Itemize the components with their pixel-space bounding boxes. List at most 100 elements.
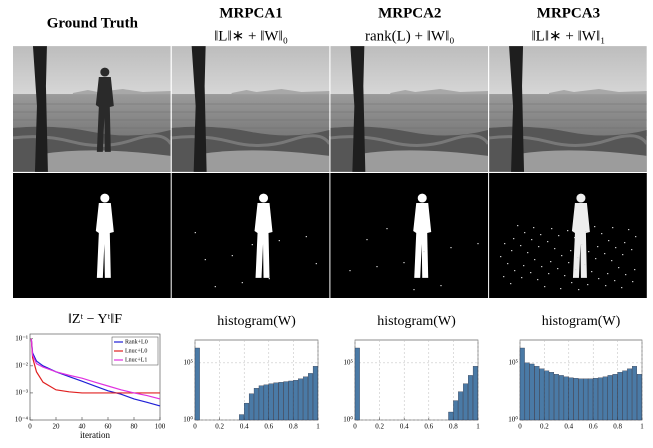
mask-noise <box>625 274 627 276</box>
column-formula: rank(L) + ‖W‖₀ <box>365 28 455 44</box>
x-tick-label: 0.2 <box>540 423 549 431</box>
x-tick-label: 0.4 <box>564 423 573 431</box>
x-tick-label: 0 <box>353 423 357 431</box>
y-tick-label: 10⁻³ <box>15 389 28 397</box>
bar <box>602 376 608 421</box>
bar <box>558 375 564 421</box>
mask-noise <box>423 251 425 253</box>
mask-noise <box>511 250 513 252</box>
mask-noise <box>618 267 620 269</box>
mask-noise <box>584 264 586 266</box>
y-tick-label: 10⁵ <box>509 358 519 366</box>
x-tick-label: 0.4 <box>400 423 409 431</box>
mask-noise <box>533 227 535 229</box>
x-tick-label: 0.6 <box>589 423 598 431</box>
x-tick-label: 20 <box>53 423 61 431</box>
bar <box>539 368 545 421</box>
bar <box>293 380 299 421</box>
mask-noise <box>534 259 536 261</box>
bar <box>303 376 309 421</box>
mask-noise <box>571 282 573 284</box>
x-tick-label: 0 <box>193 423 197 431</box>
mask-noise <box>349 270 351 272</box>
x-tick-label: 80 <box>131 423 139 431</box>
mask-noise <box>554 248 556 250</box>
photo <box>13 46 171 172</box>
mask-noise <box>523 265 525 267</box>
mask-noise <box>514 270 516 272</box>
legend-label: Rank+L0 <box>125 339 148 345</box>
mask-bg <box>13 173 171 298</box>
bar <box>248 393 254 421</box>
plot: histogram(W) 10⁰ 10⁵ 0 0.2 0.4 0.6 0.8 1 <box>183 314 320 430</box>
mask-noise <box>500 256 502 258</box>
mask-noise <box>578 289 580 291</box>
bar <box>458 391 464 421</box>
mask-noise <box>631 249 633 251</box>
mask-noise <box>503 276 505 278</box>
column-formula: ‖L‖∗ + ‖W‖₁ <box>531 28 605 44</box>
column-title: Ground Truth <box>47 15 139 31</box>
mask-noise <box>634 269 636 271</box>
mask-noise <box>628 229 630 231</box>
bar <box>278 382 284 421</box>
bar <box>472 366 478 421</box>
y-tick-label: 10⁻² <box>15 361 28 369</box>
x-tick-label: 0.2 <box>215 423 224 431</box>
mask-noise <box>591 271 593 273</box>
column-title: MRPCA2 <box>378 5 441 21</box>
mask-noise <box>558 235 560 237</box>
y-tick-label: 10⁵ <box>184 358 194 366</box>
bar <box>519 347 525 421</box>
bar <box>468 375 473 421</box>
mask-noise <box>527 252 529 254</box>
bar <box>244 402 249 421</box>
plot-frame <box>29 333 161 421</box>
legend-label: Lnuc+L0 <box>125 348 147 354</box>
mask-noise <box>366 239 368 241</box>
x-tick-label: 0.4 <box>240 423 249 431</box>
bar <box>554 374 559 421</box>
mask-noise <box>513 238 515 240</box>
bar <box>273 382 279 421</box>
mask-noise <box>575 269 577 271</box>
y-tick-label: 10⁰ <box>508 416 518 424</box>
y-tick-label: 10⁻⁴ <box>15 416 29 424</box>
bar <box>563 376 569 421</box>
bar <box>617 372 623 421</box>
mask-noise <box>537 279 539 281</box>
mask-noise <box>621 287 623 289</box>
bar <box>524 362 530 421</box>
mask-noise <box>531 239 533 241</box>
bar <box>573 378 579 421</box>
photo <box>330 46 489 172</box>
plot: histogram(W) 10⁰ 10⁵ 0 0.2 0.4 0.6 0.8 1 <box>343 314 480 430</box>
mask-noise <box>524 232 526 234</box>
mask-bg <box>171 173 330 298</box>
mask-noise <box>315 263 317 265</box>
y-tick-label: 10⁰ <box>183 416 193 424</box>
x-tick-label: 0.2 <box>375 423 384 431</box>
bar <box>636 374 642 421</box>
bar <box>239 414 245 421</box>
mask-noise <box>557 268 559 270</box>
x-tick-label: 60 <box>105 423 113 431</box>
mask-noise <box>541 266 543 268</box>
mask-noise <box>278 240 280 242</box>
bar <box>283 381 289 421</box>
plot-title: histogram(W) <box>217 314 296 329</box>
mask-bg <box>330 173 489 298</box>
mask-noise <box>507 263 509 265</box>
mask-noise <box>604 253 606 255</box>
bar <box>578 378 584 421</box>
x-tick-label: 1 <box>640 423 644 431</box>
mask-noise <box>413 289 415 291</box>
x-tick-label: 1 <box>476 423 480 431</box>
bar <box>194 347 200 421</box>
x-tick-label: 0.8 <box>613 423 622 431</box>
mask-noise <box>588 251 590 253</box>
columns: Ground Truth MRPCA1 ‖L‖∗ + ‖W‖₀ MRPCA2 rank(… <box>13 5 647 298</box>
mask-noise <box>597 246 599 248</box>
bar <box>529 363 535 421</box>
